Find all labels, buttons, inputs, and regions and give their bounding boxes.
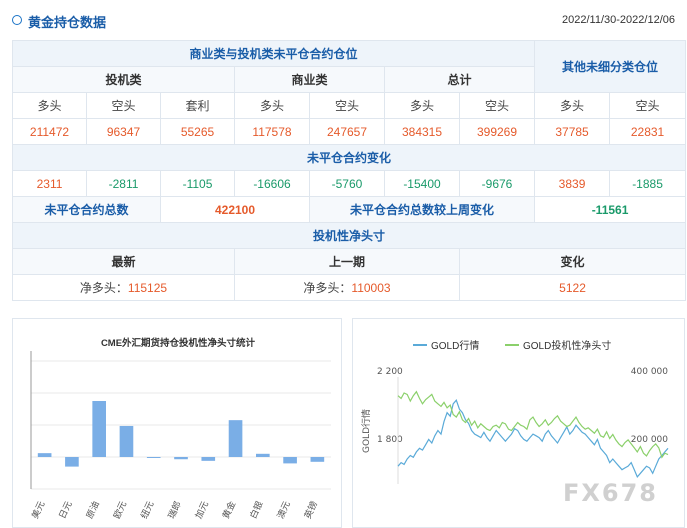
- label-long: 多头: [12, 92, 87, 119]
- bar-加元: [201, 457, 216, 461]
- value-cell: 22831: [609, 118, 687, 145]
- x-tick-label: 英镑: [302, 499, 320, 520]
- change-section-header: 未平仓合约变化: [11, 144, 687, 171]
- x-tick-label: 日元: [57, 500, 75, 521]
- oi-change-value: -11561: [534, 196, 687, 223]
- x-tick-label: 瑞郎: [165, 499, 183, 520]
- oi-total-label: 未平仓合约总数: [12, 196, 161, 223]
- label-short: 空头: [609, 92, 687, 119]
- change-cell: -1885: [609, 170, 687, 197]
- page-header: 黄金持仓数据 2022/11/30-2022/12/06: [0, 0, 687, 38]
- series-line-gold-net-position: [397, 390, 669, 459]
- oi-total-value: 422100: [160, 196, 310, 223]
- y-axis-label-left: GOLD行情: [360, 409, 372, 453]
- value-cell: 96347: [86, 118, 161, 145]
- bar-欧元: [119, 425, 134, 457]
- gold-price-vs-net-chart-panel: GOLD行情 GOLD投机性净头寸 GOLD行情 2 200 1 800 400 000 2…: [352, 318, 685, 528]
- bar-白银: [256, 453, 270, 457]
- value-cell: 384315: [384, 118, 460, 145]
- value-cell: 37785: [534, 118, 611, 145]
- bar-英镑: [310, 457, 325, 462]
- cme-net-position-chart-panel: CME外汇期货持仓投机性净头寸统计美元 日元 原油 欧元 纽元 瑞郎 加元 黄金 白银 澳元 英镑: [12, 318, 342, 528]
- net-change-value: 5122: [458, 274, 687, 301]
- x-tick-label: 白银: [247, 499, 265, 520]
- y-tick-right: 200 000: [631, 435, 668, 445]
- x-tick-label: 黄金: [220, 499, 238, 520]
- label-long: 多头: [234, 92, 310, 119]
- bar-美元: [37, 453, 52, 457]
- bar-澳元: [283, 457, 297, 464]
- x-tick-label: 原油: [83, 499, 101, 520]
- label-spread: 套利: [160, 92, 235, 119]
- page-title: 黄金持仓数据: [28, 15, 107, 30]
- net-latest-label: 最新: [12, 248, 235, 275]
- label-long: 多头: [384, 92, 460, 119]
- net-prev-value: 110003: [351, 281, 391, 295]
- x-tick-label: 美元: [29, 499, 47, 520]
- col-header-total: 总计: [383, 66, 536, 93]
- value-cell: 117578: [234, 118, 310, 145]
- value-cell: 247657: [309, 118, 385, 145]
- x-tick-label: 澳元: [274, 499, 292, 520]
- gold-positions-table: 商业类与投机类未平仓合约仓位 其他未细分类仓位 投机类 商业类 总计 多头 空头…: [11, 40, 687, 301]
- change-cell: -16606: [234, 170, 310, 197]
- title-bullet-icon: [12, 15, 22, 25]
- y-tick-left: 2 200: [377, 367, 403, 377]
- legend-label: GOLD投机性净头寸: [523, 339, 611, 352]
- y-tick-right: 400 000: [631, 367, 668, 377]
- net-latest-cell: 净多头：115125: [12, 274, 235, 301]
- change-cell: 3839: [534, 170, 611, 197]
- change-cell: -9676: [458, 170, 536, 197]
- change-cell: -1105: [160, 170, 235, 197]
- label-short: 空头: [86, 92, 161, 119]
- bar-纽元: [146, 457, 161, 458]
- label-short: 空头: [458, 92, 536, 119]
- col-header-spec: 投机类: [12, 66, 235, 93]
- series-line-gold-price: [397, 399, 669, 479]
- net-prefix: 净多头：: [79, 281, 128, 295]
- change-cell: -15400: [384, 170, 460, 197]
- net-section-header: 投机性净头寸: [11, 222, 687, 249]
- chart-title: CME外汇期货持仓投机性净头寸统计: [101, 337, 256, 349]
- bar-原油: [92, 401, 106, 457]
- oi-change-label: 未平仓合约总数较上周变化: [308, 196, 536, 223]
- value-cell: 55265: [160, 118, 235, 145]
- change-cell: -2811: [86, 170, 161, 197]
- bar-日元: [65, 457, 79, 467]
- value-cell: 399269: [458, 118, 536, 145]
- net-prefix: 净多头：: [303, 281, 352, 295]
- col-header-comm: 商业类: [234, 66, 385, 93]
- net-prev-label: 上一期: [234, 248, 460, 275]
- label-short: 空头: [309, 92, 385, 119]
- net-latest-value: 115125: [127, 281, 168, 295]
- group-header-commercial-spec: 商业类与投机类未平仓合约仓位: [11, 40, 536, 67]
- y-tick-left: 1 800: [377, 435, 403, 445]
- legend-label: GOLD行情: [431, 339, 479, 352]
- label-long: 多头: [534, 92, 611, 119]
- change-cell: 2311: [12, 170, 87, 197]
- net-change-label: 变化: [458, 248, 687, 275]
- value-cell: 211472: [12, 118, 87, 145]
- group-header-other: 其他未细分类仓位: [534, 40, 687, 93]
- bar-瑞郎: [174, 457, 188, 460]
- change-cell: -5760: [309, 170, 385, 197]
- net-prev-cell: 净多头：110003: [234, 274, 460, 301]
- x-tick-label: 加元: [193, 500, 211, 521]
- date-range: 2022/11/30-2022/12/06: [562, 14, 675, 26]
- x-tick-label: 纽元: [138, 499, 156, 520]
- x-tick-label: 欧元: [111, 499, 129, 520]
- gold-price-vs-net-line-chart: GOLD行情 GOLD投机性净头寸 GOLD行情 2 200 1 800 400 000 2…: [360, 339, 669, 484]
- fx678-watermark: FX678: [563, 479, 658, 507]
- bar-黄金: [228, 420, 243, 457]
